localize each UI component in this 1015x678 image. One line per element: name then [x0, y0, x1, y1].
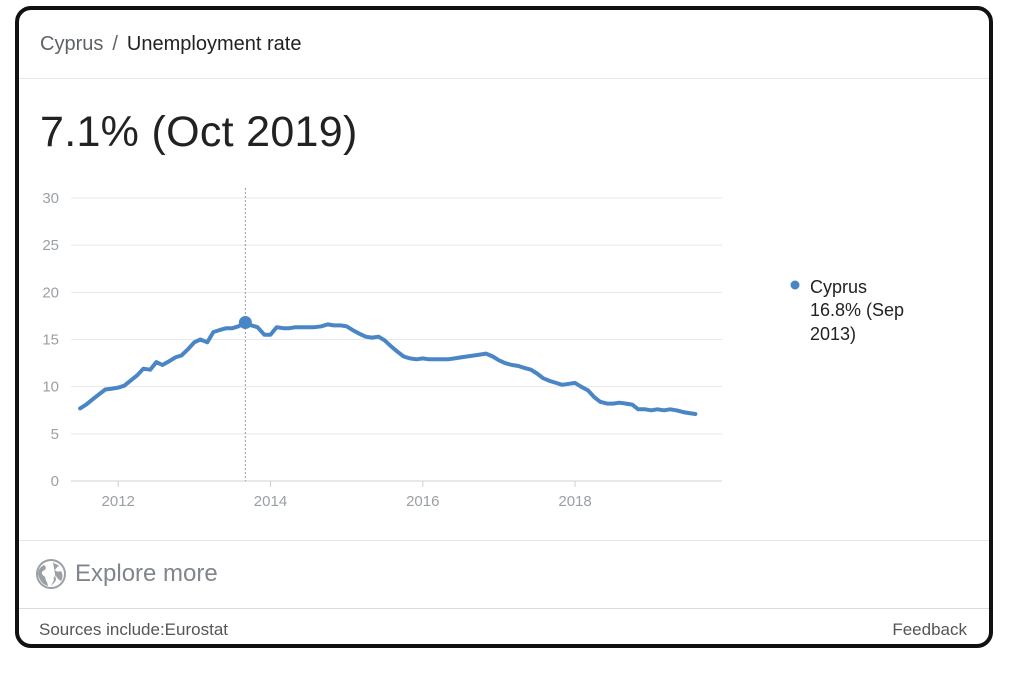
y-tick-label: 5: [51, 426, 59, 443]
y-tick-label: 20: [42, 284, 59, 301]
legend-series-name: Cyprus: [810, 277, 867, 297]
breadcrumb-country-link[interactable]: Cyprus: [40, 32, 104, 55]
legend-marker: [790, 280, 800, 290]
x-tick-label: 2014: [254, 493, 287, 510]
y-tick-label: 0: [51, 473, 59, 490]
y-tick-label: 25: [42, 237, 59, 254]
breadcrumb: Cyprus / Unemployment rate: [19, 10, 989, 79]
y-tick-label: 10: [42, 379, 59, 396]
legend-hover-value-line1: 16.8% (Sep: [810, 300, 904, 320]
globe-icon: [36, 559, 66, 589]
breadcrumb-separator: /: [112, 32, 118, 55]
unemployment-line-chart[interactable]: 0 5 10 15 20 25 30 2012 2014 2016 2018 Cyprus 16.…: [19, 10, 989, 530]
y-tick-label: 15: [42, 332, 59, 349]
knowledge-card: Cyprus / Unemployment rate 7.1% (Oct 201…: [15, 6, 993, 648]
legend-hover-value-line2: 2013): [810, 324, 856, 344]
hover-point[interactable]: [238, 316, 252, 330]
x-tick-label: 2016: [406, 493, 439, 510]
series-line-cyprus[interactable]: [78, 320, 698, 416]
explore-divider: [19, 540, 989, 541]
y-tick-label: 30: [42, 190, 59, 207]
feedback-link[interactable]: Feedback: [892, 620, 967, 639]
breadcrumb-topic: Unemployment rate: [126, 32, 302, 55]
footer-divider: [19, 608, 989, 609]
headline-value: 7.1% (Oct 2019): [40, 108, 358, 156]
explore-more-button[interactable]: Explore more: [35, 558, 218, 590]
x-tick-label: 2012: [102, 493, 135, 510]
x-tick-label: 2018: [558, 493, 591, 510]
footer: Sources include:Eurostat Feedback: [39, 620, 967, 640]
explore-more-label: Explore more: [75, 560, 218, 587]
sources-text: Sources include:Eurostat: [39, 620, 228, 639]
